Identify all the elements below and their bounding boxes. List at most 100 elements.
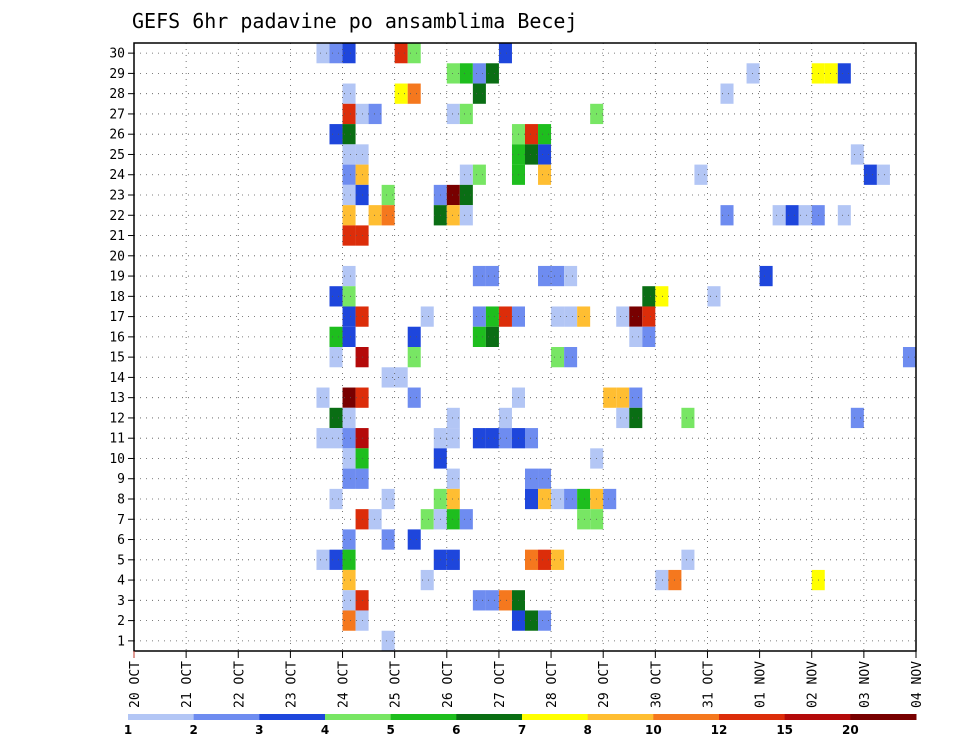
y-tick-label: 11	[109, 432, 125, 447]
precip-cell	[485, 428, 499, 449]
precip-cell	[525, 488, 539, 510]
colorbar-label: 7	[518, 723, 526, 737]
colorbar-label: 15	[776, 723, 793, 737]
precip-cell	[485, 590, 499, 611]
precip-cell	[629, 306, 643, 327]
precip-cell	[824, 63, 838, 84]
precip-cell	[538, 265, 552, 287]
y-tick-label: 30	[109, 47, 125, 62]
precip-cell	[381, 529, 395, 550]
precip-cell	[446, 407, 460, 429]
precip-cell	[577, 509, 591, 530]
colorbar-segment	[850, 714, 917, 720]
x-axis-ticks: 20 OCT 21 OCT 22 OCT 23 OCT 24 OCT 25 OCT 26 O…	[128, 651, 925, 708]
precip-cell	[342, 265, 356, 287]
precip-cell	[342, 610, 356, 631]
x-tick-label: 01 NOV	[754, 661, 769, 708]
y-tick-label: 4	[117, 574, 125, 589]
precip-cell	[342, 326, 356, 347]
precip-cell	[525, 549, 539, 570]
precip-cell	[798, 205, 812, 226]
precip-cell	[342, 184, 356, 206]
chart-title: GEFS 6hr padavine po ansamblima Becej	[132, 9, 578, 33]
precip-cell	[329, 326, 343, 347]
precip-cell	[407, 326, 421, 347]
precip-cell	[342, 387, 356, 408]
precip-cell	[342, 569, 356, 591]
precip-cell	[407, 387, 421, 408]
precip-cell	[407, 83, 421, 104]
colorbar-label: 1	[124, 723, 132, 737]
precip-cell	[446, 488, 460, 510]
precip-cell	[342, 468, 356, 489]
precip-cell	[407, 43, 421, 64]
precip-cell	[837, 63, 851, 84]
precip-cells	[316, 43, 916, 651]
precip-cell	[446, 509, 460, 530]
x-tick-label: 27 OCT	[493, 661, 508, 708]
colorbar-segment	[390, 714, 457, 720]
precip-cell	[459, 205, 473, 226]
precip-cell	[368, 205, 382, 226]
colorbar-segment	[193, 714, 260, 720]
precip-cell	[642, 306, 656, 327]
y-tick-label: 3	[117, 594, 125, 609]
precip-cell	[772, 205, 786, 226]
y-tick-label: 1	[117, 634, 125, 649]
y-tick-label: 22	[109, 209, 125, 224]
x-tick-label: 30 OCT	[649, 661, 664, 708]
precip-cell	[538, 549, 552, 570]
y-tick-label: 12	[109, 411, 125, 426]
y-tick-label: 19	[109, 270, 125, 285]
precip-cell	[342, 428, 356, 449]
precip-cell	[342, 205, 356, 226]
colorbar-label: 4	[321, 723, 329, 737]
precip-cell	[525, 610, 539, 631]
precip-cell	[342, 144, 356, 165]
y-tick-label: 18	[109, 290, 125, 305]
precip-cell	[681, 549, 695, 570]
precip-cell	[342, 164, 356, 185]
precip-cell	[616, 306, 630, 327]
precip-cell	[342, 225, 356, 246]
precip-cell	[551, 488, 565, 510]
precip-cell	[472, 306, 486, 327]
precip-cell	[472, 265, 486, 287]
precip-cell	[316, 549, 330, 570]
precip-cell	[329, 286, 343, 307]
precip-cell	[681, 407, 695, 429]
y-tick-label: 27	[109, 107, 125, 122]
precip-cell	[342, 306, 356, 327]
precip-cell	[420, 509, 434, 530]
precip-cell	[381, 488, 395, 510]
precip-cell	[551, 265, 565, 287]
precip-cell	[538, 610, 552, 631]
plot-gridlines	[134, 43, 916, 651]
colorbar-label: 5	[386, 723, 394, 737]
precip-cell	[472, 83, 486, 104]
precip-cell	[394, 83, 408, 104]
x-tick-label: 04 NOV	[910, 661, 925, 708]
precip-cell	[446, 428, 460, 449]
precip-cell	[446, 63, 460, 84]
y-tick-label: 10	[109, 452, 125, 467]
precip-cell	[394, 367, 408, 388]
precip-cell	[498, 306, 512, 327]
precip-cell	[329, 43, 343, 64]
precip-cell	[329, 488, 343, 510]
precip-cell	[694, 164, 708, 185]
precip-cell	[381, 184, 395, 206]
precip-cell	[498, 590, 512, 611]
colorbar-segment	[259, 714, 326, 720]
precip-cell	[459, 184, 473, 206]
precip-cell	[551, 347, 565, 368]
y-tick-label: 13	[109, 391, 125, 406]
precip-cell	[329, 407, 343, 429]
x-tick-label: 21 OCT	[180, 661, 195, 708]
precip-cell	[498, 428, 512, 449]
colorbar: 1 2 3 4 5 6 7 8 10 12 15 20	[124, 714, 917, 737]
precip-cell	[472, 590, 486, 611]
y-tick-label: 5	[117, 553, 125, 568]
precip-cell	[368, 509, 382, 530]
precip-cell	[459, 509, 473, 530]
